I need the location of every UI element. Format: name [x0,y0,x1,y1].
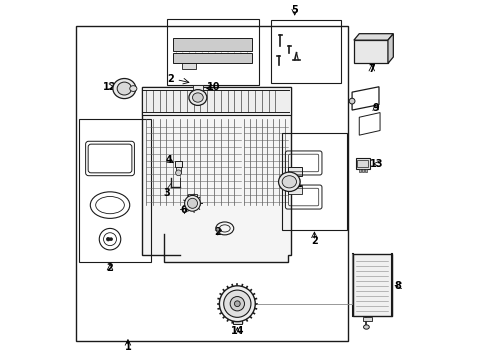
Bar [282,134,346,230]
Text: 14: 14 [230,326,244,336]
Ellipse shape [223,290,250,318]
Bar [364,168,366,172]
Bar [355,158,369,169]
Polygon shape [172,39,251,51]
Bar [362,168,364,172]
Text: 7: 7 [367,64,374,74]
Ellipse shape [282,176,296,188]
Ellipse shape [219,286,255,321]
Text: 5: 5 [291,5,298,15]
Ellipse shape [188,90,206,105]
Bar [167,19,258,85]
Ellipse shape [129,86,137,91]
Polygon shape [172,53,251,63]
Bar [287,185,301,194]
Text: 2: 2 [167,73,174,84]
Bar [357,160,367,167]
Ellipse shape [175,170,181,176]
Ellipse shape [117,82,131,95]
Ellipse shape [278,172,300,192]
Text: 6: 6 [180,206,186,216]
Ellipse shape [106,237,110,241]
Ellipse shape [230,297,244,311]
Ellipse shape [363,325,368,329]
Text: 8: 8 [394,281,401,291]
Bar [362,317,371,320]
Ellipse shape [113,78,136,99]
Ellipse shape [184,195,200,211]
Bar [233,318,241,324]
Text: 2: 2 [106,263,113,273]
Polygon shape [353,34,392,40]
Ellipse shape [192,93,203,102]
Text: 3: 3 [163,188,169,198]
Bar [121,78,128,83]
Text: 9: 9 [371,103,378,113]
Bar [187,194,197,198]
Ellipse shape [187,198,197,208]
Polygon shape [387,34,392,63]
Text: 11: 11 [289,179,303,189]
Bar [175,167,181,173]
Bar [192,85,203,92]
Bar [174,161,182,167]
Bar [287,167,301,176]
Ellipse shape [234,301,240,307]
Text: 10: 10 [207,82,220,92]
Bar [182,62,196,69]
Ellipse shape [109,238,112,240]
Bar [359,168,361,172]
Text: 13: 13 [370,159,383,169]
Bar [352,253,391,316]
Bar [353,40,387,63]
Bar [79,119,150,262]
Bar [271,21,341,83]
Bar [76,26,348,341]
Text: 2: 2 [214,227,221,237]
Text: 4: 4 [165,155,172,165]
Bar [142,87,290,116]
Text: 2: 2 [310,236,317,246]
Text: 12: 12 [103,82,117,92]
Text: 1: 1 [124,342,131,352]
Ellipse shape [348,98,354,104]
Polygon shape [142,87,290,262]
